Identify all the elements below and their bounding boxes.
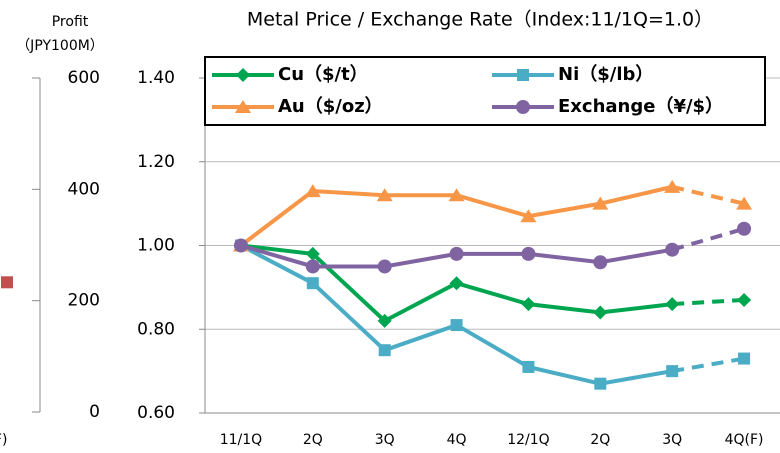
marker xyxy=(737,292,752,307)
legend-label: Ni（$/lb） xyxy=(558,64,653,85)
marker xyxy=(449,246,464,261)
x-tick-label: 2Q xyxy=(303,432,323,448)
marker xyxy=(594,377,607,390)
marker xyxy=(522,360,535,373)
marker xyxy=(233,238,248,253)
x-tick-label: 11/1Q xyxy=(220,432,262,448)
legend-label: Exchange（¥/$） xyxy=(558,96,723,117)
y-tick-label: 200 xyxy=(68,291,100,311)
y-tick-label: 600 xyxy=(68,68,100,88)
y-tick-label: 1.40 xyxy=(137,68,175,88)
marker xyxy=(1,276,13,289)
marker xyxy=(736,196,753,210)
line-forecast xyxy=(672,297,745,307)
x-tick-label: 12/1Q xyxy=(507,432,549,448)
marker xyxy=(520,209,537,223)
marker xyxy=(304,184,321,198)
y-tick-label: 1.00 xyxy=(137,236,175,256)
marker xyxy=(378,344,391,357)
y-axis-title: （JPY100M） xyxy=(16,38,104,54)
marker xyxy=(376,188,393,202)
x-tick-label: 2Q xyxy=(590,432,610,448)
x-tick-label: 4Q(F) xyxy=(0,432,7,448)
y-tick-label: 1.20 xyxy=(137,152,175,172)
line-forecast xyxy=(671,226,745,252)
legend-label: Au（$/oz） xyxy=(278,96,383,117)
marker xyxy=(450,319,463,332)
x-tick-label: 4Q xyxy=(447,432,467,448)
marker xyxy=(305,259,320,274)
chart-title: Metal Price / Exchange Rate（Index:11/1Q=… xyxy=(247,9,713,31)
marker xyxy=(448,188,465,202)
marker xyxy=(665,242,680,257)
y-tick-label: 0.80 xyxy=(137,319,175,339)
x-tick-label: 4Q(F) xyxy=(725,432,764,448)
marker xyxy=(306,277,319,290)
x-tick-label: 3Q xyxy=(375,432,395,448)
legend-marker xyxy=(236,68,250,82)
marker xyxy=(593,305,608,320)
line-forecast xyxy=(671,184,745,206)
y-tick-label: 0.60 xyxy=(137,403,175,423)
marker xyxy=(305,246,320,261)
marker xyxy=(592,196,609,210)
marker xyxy=(593,255,608,270)
marker xyxy=(664,179,681,193)
marker xyxy=(377,259,392,274)
y-tick-label: 0 xyxy=(89,402,100,422)
marker xyxy=(738,352,751,365)
y-axis-title: Profit xyxy=(52,14,89,30)
marker xyxy=(521,246,536,261)
line-forecast xyxy=(671,356,745,374)
marker xyxy=(377,313,392,328)
legend-label: Cu（$/t） xyxy=(278,64,368,85)
legend-box xyxy=(204,56,766,126)
legend-marker xyxy=(517,69,529,81)
legend-marker xyxy=(516,100,530,114)
marker xyxy=(737,221,752,236)
marker xyxy=(665,297,680,312)
marker xyxy=(449,276,464,291)
marker xyxy=(521,297,536,312)
y-tick-label: 400 xyxy=(68,179,100,199)
x-tick-label: 3Q xyxy=(662,432,682,448)
marker xyxy=(666,365,679,378)
legend-marker xyxy=(235,100,251,113)
